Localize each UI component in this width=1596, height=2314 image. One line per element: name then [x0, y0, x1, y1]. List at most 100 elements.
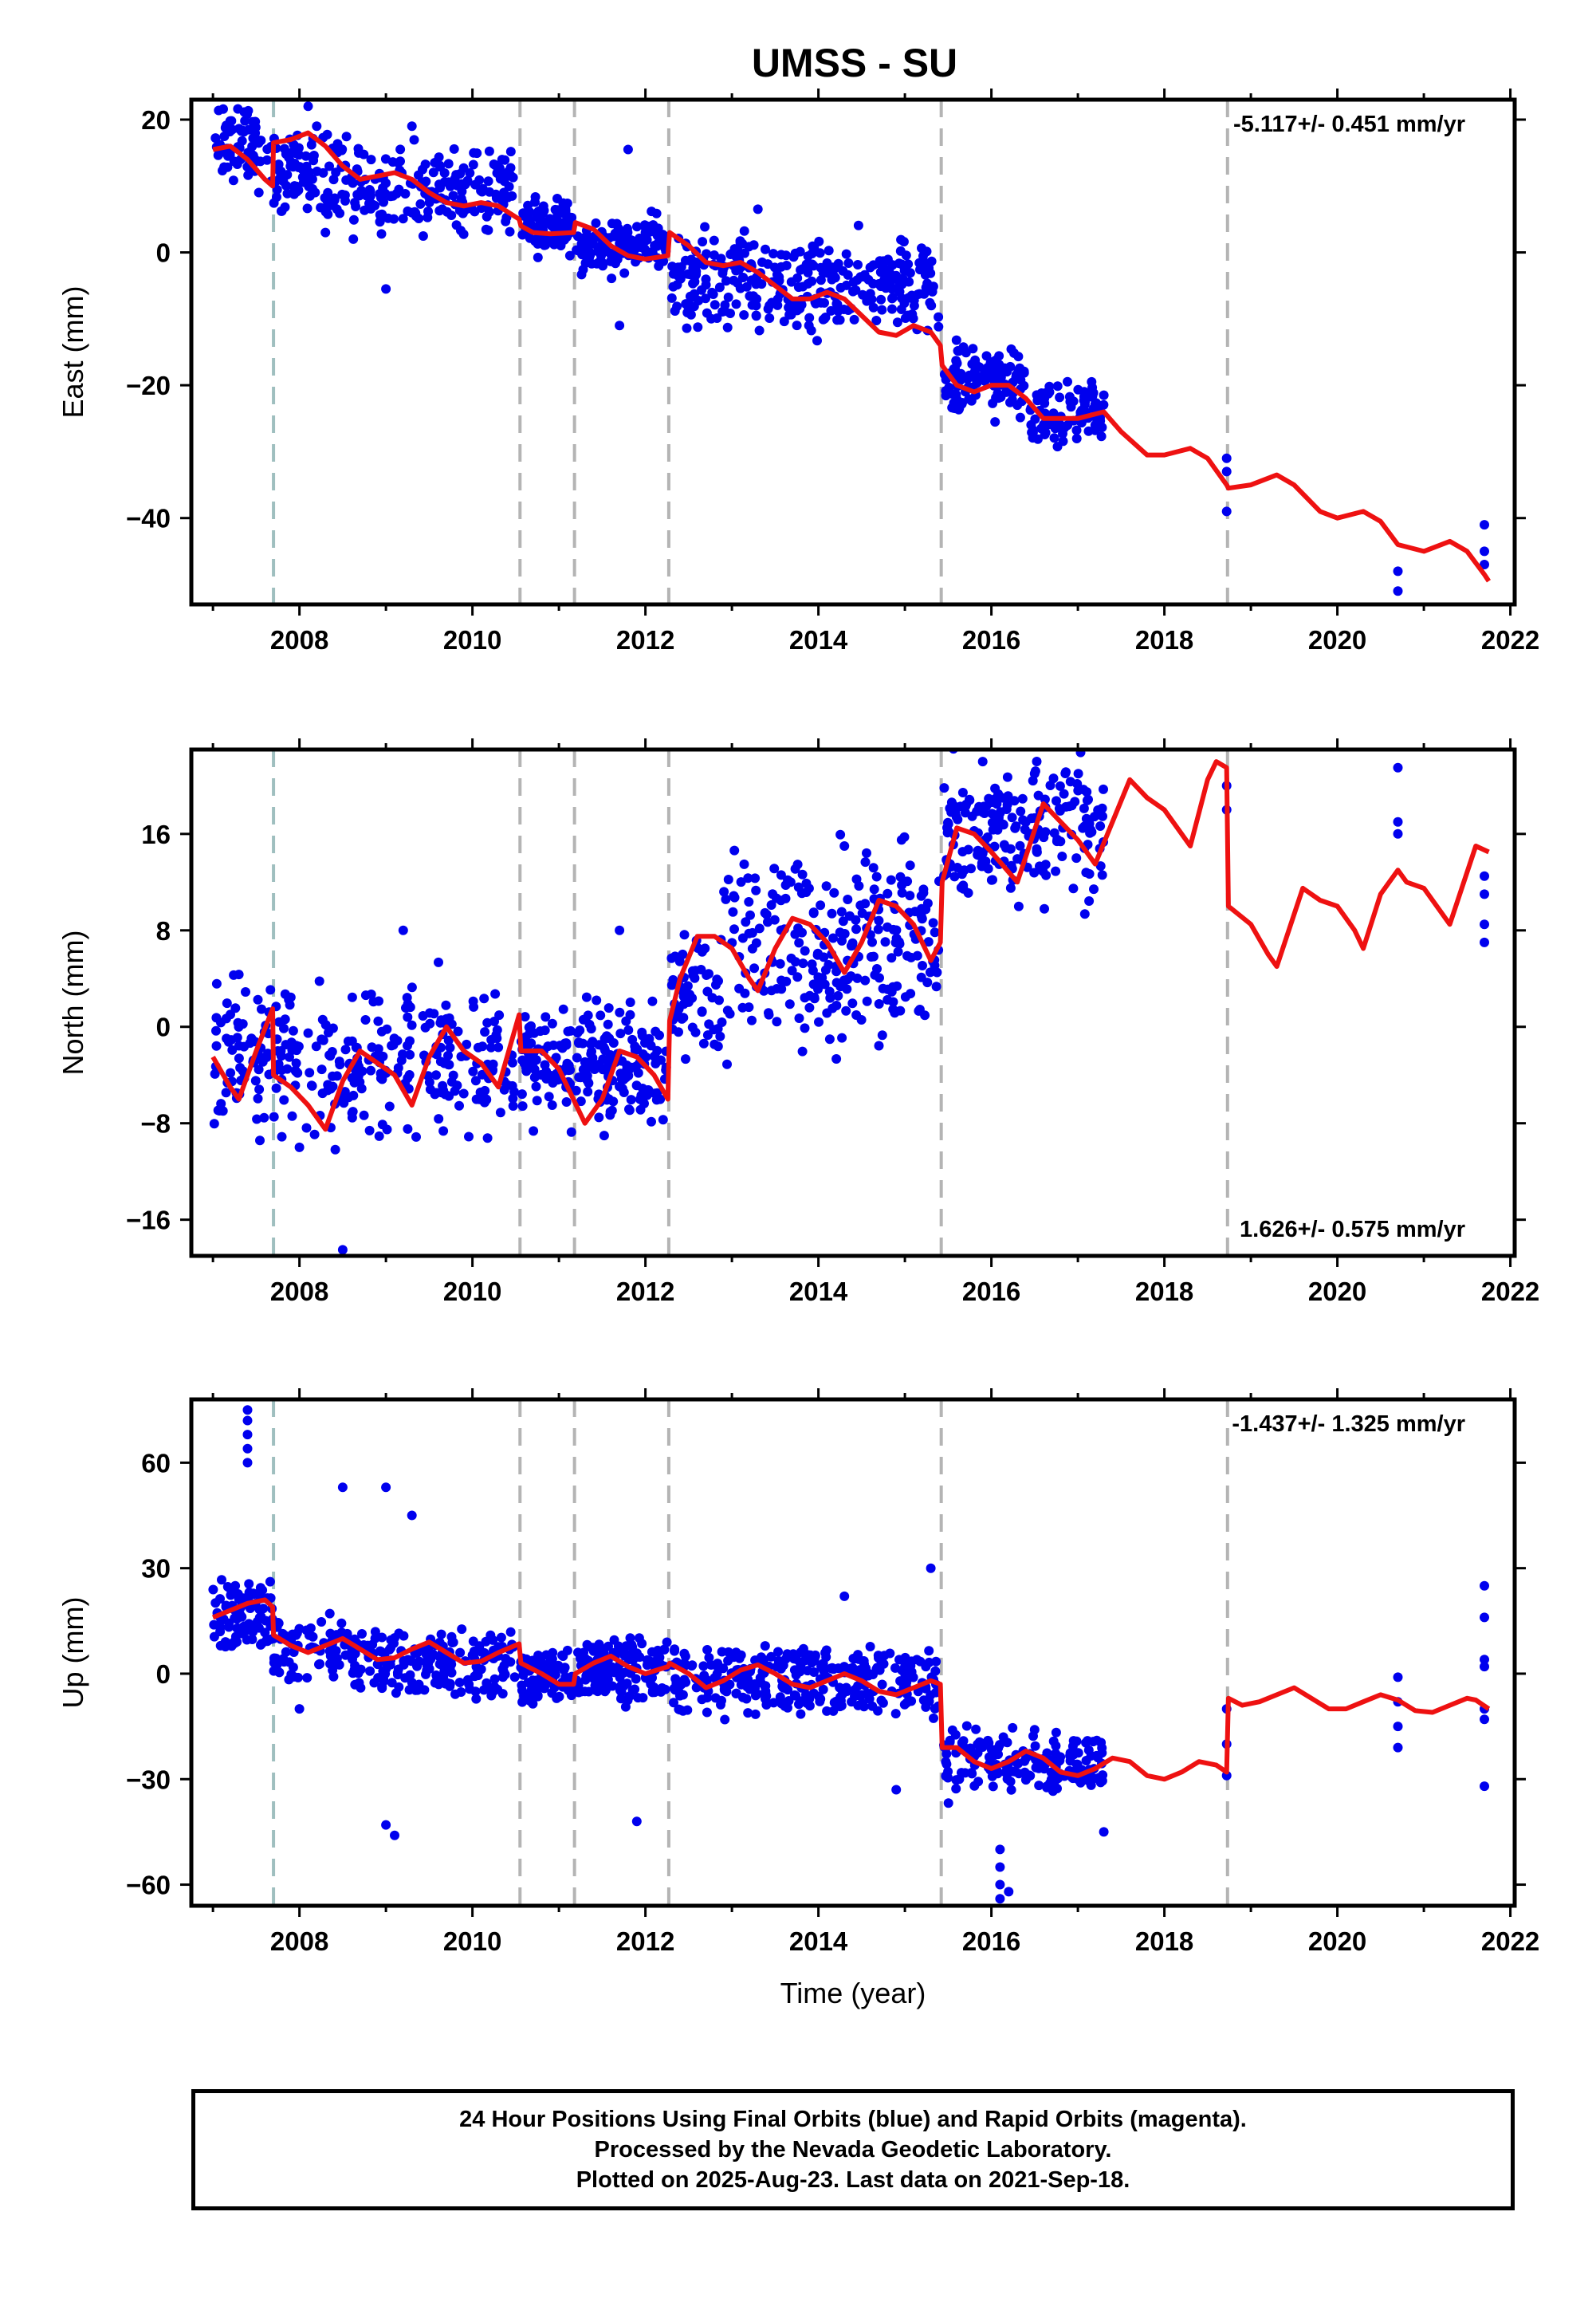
observation-point-1041 [1039, 1764, 1049, 1774]
observation-point-831 [761, 244, 770, 254]
observation-point-506 [574, 1072, 584, 1082]
observation-point-520 [587, 1046, 596, 1057]
observation-point-586 [647, 1687, 658, 1698]
observation-point-158 [307, 174, 317, 184]
observation-point-1010 [983, 1735, 993, 1745]
observation-point-582 [678, 988, 689, 998]
observation-point-286 [403, 1073, 413, 1084]
observation-point-55 [226, 1068, 236, 1078]
observation-point-296 [434, 152, 444, 163]
observation-point-585 [717, 1017, 727, 1027]
observation-point-287 [373, 1016, 383, 1026]
chart-title: UMSS - SU [752, 41, 957, 85]
observation-point-891 [879, 1659, 889, 1669]
observation-point-813 [852, 973, 863, 983]
observation-point-922 [951, 335, 961, 345]
observation-point-587 [696, 965, 706, 974]
observation-point-1017 [969, 1781, 980, 1791]
observation-point-594 [697, 946, 707, 957]
observation-point-518 [605, 256, 615, 266]
observation-point-668 [736, 877, 746, 887]
observation-point-369 [517, 1089, 527, 1100]
observation-point-589 [674, 1027, 683, 1037]
observation-point-447 [581, 992, 592, 1002]
observation-point-443 [625, 1009, 635, 1020]
observation-point-88 [279, 1095, 289, 1105]
observation-point-1122 [1221, 506, 1232, 517]
observation-point-797 [820, 1647, 831, 1658]
observation-point-313 [451, 220, 462, 230]
observation-point-586 [704, 1019, 714, 1029]
observation-point-83 [291, 1058, 301, 1068]
observation-point-148 [341, 132, 352, 142]
observation-point-427 [562, 1645, 572, 1655]
observation-point-241 [405, 1036, 415, 1046]
observation-point-33 [208, 1584, 218, 1595]
observation-point-382 [546, 1071, 556, 1080]
observation-point-870 [702, 1707, 712, 1718]
observation-point-518 [599, 1131, 609, 1141]
observation-point-332 [350, 1679, 360, 1690]
observation-point-1112 [320, 227, 331, 238]
observation-point-94 [293, 1041, 304, 1052]
observation-point-512 [575, 1025, 585, 1036]
observation-point-136 [317, 1014, 328, 1025]
observation-point-548 [621, 231, 631, 242]
observation-point-1103 [1040, 427, 1051, 438]
observation-point-87 [219, 1639, 230, 1650]
observation-point-1094 [926, 1563, 936, 1573]
observation-point-1109 [1480, 1612, 1489, 1623]
observation-point-1092 [1039, 396, 1049, 407]
observation-point-1023 [1005, 883, 1016, 893]
observation-point-337 [501, 191, 512, 202]
observation-point-607 [871, 872, 882, 882]
observation-point-483 [615, 1007, 625, 1017]
observation-point-490 [647, 207, 657, 217]
observation-point-808 [723, 1655, 733, 1666]
observation-point-774 [803, 251, 813, 262]
observation-point-266 [384, 1101, 395, 1112]
observation-point-43 [222, 998, 232, 1009]
observation-point-814 [738, 273, 749, 282]
observation-point-875 [678, 1706, 688, 1716]
observation-point-681 [890, 1663, 900, 1673]
observation-point-394 [525, 1029, 535, 1039]
observation-point-753 [744, 897, 754, 907]
observation-point-694 [719, 887, 729, 897]
observation-point-711 [749, 963, 760, 974]
observation-point-95 [282, 1064, 293, 1074]
observation-point-959 [1051, 866, 1061, 876]
observation-point-590 [657, 1683, 667, 1693]
observation-point-1104 [1393, 1672, 1403, 1682]
observation-point-849 [824, 960, 834, 970]
observation-point-791 [702, 249, 712, 259]
observation-point-804 [769, 249, 778, 259]
observation-point-283 [505, 226, 515, 237]
observation-point-321 [484, 146, 494, 156]
observation-point-760 [786, 277, 796, 287]
observation-point-852 [917, 257, 927, 267]
observation-point-1045 [1071, 425, 1082, 435]
observation-point-542 [593, 246, 603, 257]
east-velocity-annotation: -5.117+/- 0.451 mm/yr [1233, 112, 1465, 137]
observation-point-253 [389, 214, 399, 224]
observation-point-74 [271, 1083, 281, 1093]
observation-point-429 [541, 1650, 552, 1660]
observation-point-707 [776, 262, 786, 272]
observation-point-1114 [407, 121, 417, 132]
observation-point-422 [596, 1010, 606, 1021]
observation-point-815 [697, 1694, 707, 1705]
observation-point-843 [877, 1030, 887, 1041]
observation-point-104 [282, 188, 293, 199]
observation-point-304 [448, 1637, 458, 1647]
observation-point-297 [478, 183, 488, 194]
observation-point-181 [403, 1124, 413, 1134]
observation-point-423 [566, 1690, 576, 1701]
observation-point-68 [244, 1579, 254, 1589]
observation-point-297 [495, 1108, 505, 1118]
observation-point-259 [436, 1015, 446, 1025]
observation-point-879 [900, 1652, 910, 1663]
observation-point-561 [612, 253, 623, 263]
observation-point-1096 [995, 1862, 1005, 1872]
observation-point-306 [464, 1131, 474, 1142]
